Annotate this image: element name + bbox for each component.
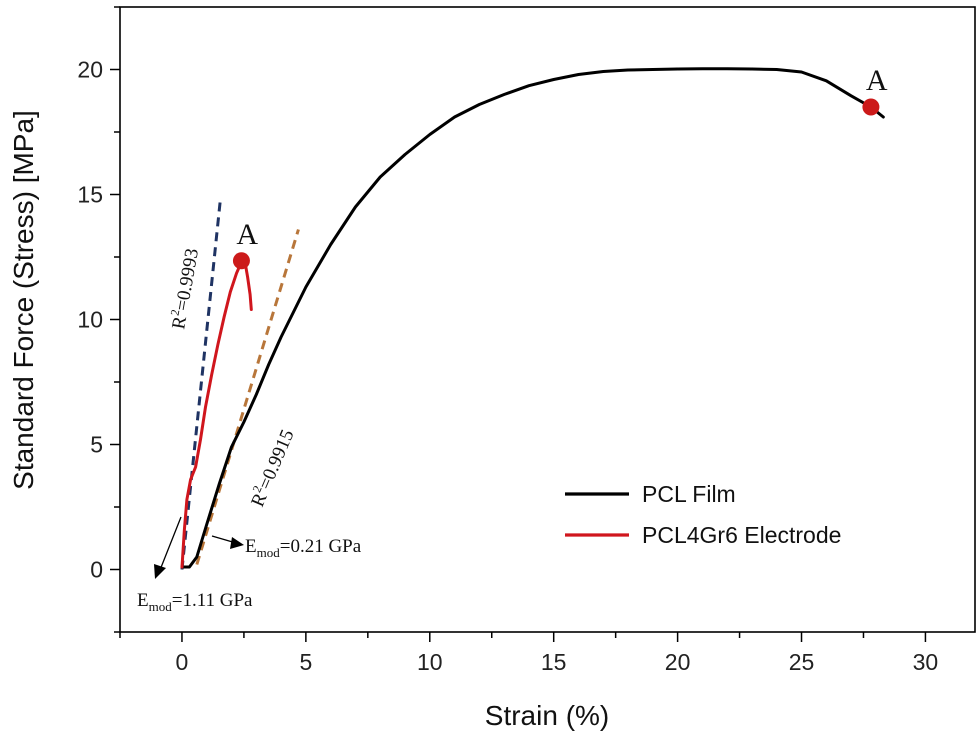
x-tick-label: 15 — [541, 649, 567, 675]
x-tick-label: 5 — [299, 649, 312, 675]
y-tick-label: 5 — [90, 432, 103, 458]
legend-label-pcl4gr6-electrode: PCL4Gr6 Electrode — [642, 522, 841, 548]
x-tick-label: 30 — [913, 649, 939, 675]
emod-film-annotation: Emod=0.21 GPa — [245, 536, 362, 560]
legend-label-pcl-film: PCL Film — [642, 481, 736, 507]
x-tick-label: 0 — [176, 649, 189, 675]
arrow-emod-electrode — [159, 516, 182, 571]
x-axis-title: Strain (%) — [485, 700, 609, 731]
fit-line-electrode — [180, 199, 222, 570]
arrowhead-emod-film — [230, 537, 244, 549]
y-tick-label: 10 — [77, 307, 103, 333]
marker-label-electrode: A — [236, 218, 258, 251]
legend: PCL Film PCL4Gr6 Electrode — [565, 481, 841, 548]
r2-film-annotation: R2=0.9915 — [245, 425, 299, 510]
y-tick-label: 15 — [77, 182, 103, 208]
x-tick-label: 10 — [417, 649, 443, 675]
x-tick-labels: 0 5 10 15 20 25 30 — [176, 649, 939, 675]
r2-electrode-annotation: R2=0.9993 — [165, 246, 203, 331]
y-axis-title: Standard Force (Stress) [MPa] — [8, 110, 39, 490]
x-tick-label: 20 — [665, 649, 691, 675]
marker-label-film: A — [866, 64, 888, 97]
x-tick-label: 25 — [789, 649, 815, 675]
fit-line-film — [195, 229, 300, 565]
failure-point-electrode — [232, 252, 250, 270]
axis-ticks — [110, 6, 927, 642]
arrowhead-emod-electrode — [154, 564, 166, 579]
emod-electrode-annotation: Emod=1.11 GPa — [137, 590, 253, 614]
y-tick-labels: 0 5 10 15 20 — [77, 57, 103, 583]
y-tick-label: 20 — [77, 57, 103, 83]
series-line-pcl-film — [180, 67, 885, 569]
failure-point-film — [862, 98, 880, 116]
y-tick-label: 0 — [90, 557, 103, 583]
